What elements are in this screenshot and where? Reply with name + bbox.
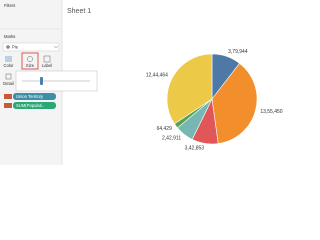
pill-icon: [4, 94, 12, 99]
slice-label: 13,55,450: [260, 109, 282, 115]
slice-label: 3,42,853: [185, 146, 205, 152]
dropdown-arrow: [53, 45, 59, 49]
pill-label: SUM(Populati..: [16, 103, 44, 108]
filters-header: Filters: [4, 3, 15, 8]
button-label: Size: [26, 63, 35, 68]
pie-icon: [6, 45, 10, 49]
detail-icon: [5, 73, 12, 80]
button-label: Detail: [3, 81, 14, 86]
pill-label: Union Territory: [16, 94, 44, 99]
size-icon: [27, 56, 33, 62]
label-button[interactable]: Label: [42, 55, 52, 68]
marks-header: Marks: [4, 34, 15, 39]
pie-slice: [166, 53, 213, 125]
slider-thumb[interactable]: [40, 77, 43, 85]
label-icon: [43, 55, 51, 63]
pie-slice: [211, 62, 258, 144]
color-icon: [5, 56, 12, 62]
slice-label: 3,79,944: [228, 49, 248, 55]
tableau-window: Filters Marks Pie Color Size Label Detai…: [0, 0, 283, 165]
color-button[interactable]: Color: [3, 56, 14, 68]
button-label: Color: [3, 63, 14, 68]
detail-button[interactable]: Detail: [3, 73, 14, 86]
mark-type-label: Pie: [12, 44, 19, 49]
slice-label: 64,429: [157, 126, 173, 132]
mark-type-dropdown[interactable]: [2, 42, 60, 52]
slice-label: 12,44,464: [146, 73, 168, 79]
pill-icon: [4, 103, 12, 108]
sheet-title: Sheet 1: [67, 8, 91, 15]
slice-label: 2,42,911: [162, 136, 181, 142]
size-button[interactable]: Size: [26, 56, 35, 68]
measure-pill[interactable]: [13, 102, 56, 109]
dimension-pill[interactable]: [13, 93, 56, 100]
button-label: Label: [42, 63, 52, 68]
pie-chart: 3,79,944 13,55,450 3,42,853 2,42,911 64,429 1…: [146, 49, 283, 152]
size-button-highlight[interactable]: [21, 52, 39, 70]
